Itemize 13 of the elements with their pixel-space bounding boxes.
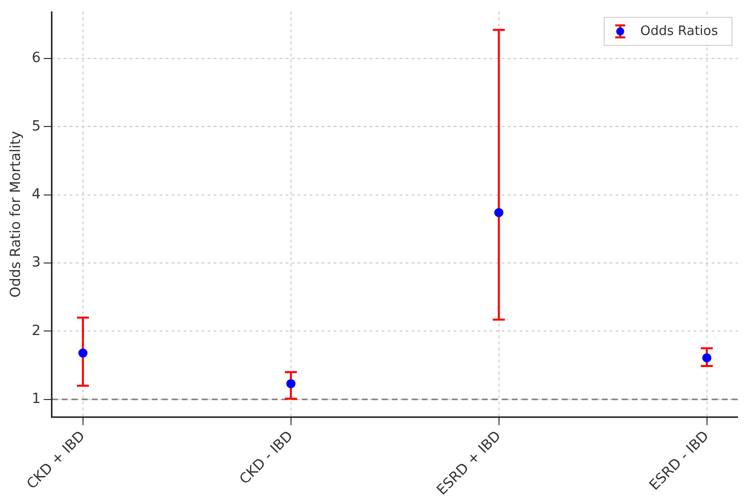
point — [702, 353, 712, 362]
point — [494, 208, 504, 218]
point — [78, 348, 88, 358]
y-tick-label: 1 — [32, 391, 41, 408]
y-axis-title: Odds Ratio for Mortality — [8, 130, 24, 298]
legend-label: Odds Ratios — [640, 24, 718, 39]
y-tick-label: 2 — [32, 322, 41, 339]
y-tick-label: 6 — [32, 50, 41, 66]
point — [286, 379, 296, 388]
y-tick-label: 3 — [32, 254, 41, 271]
y-tick-label: 5 — [32, 118, 41, 134]
x-tick-label: CKD - IBD — [236, 428, 296, 488]
y-tick-label: 4 — [32, 186, 41, 202]
